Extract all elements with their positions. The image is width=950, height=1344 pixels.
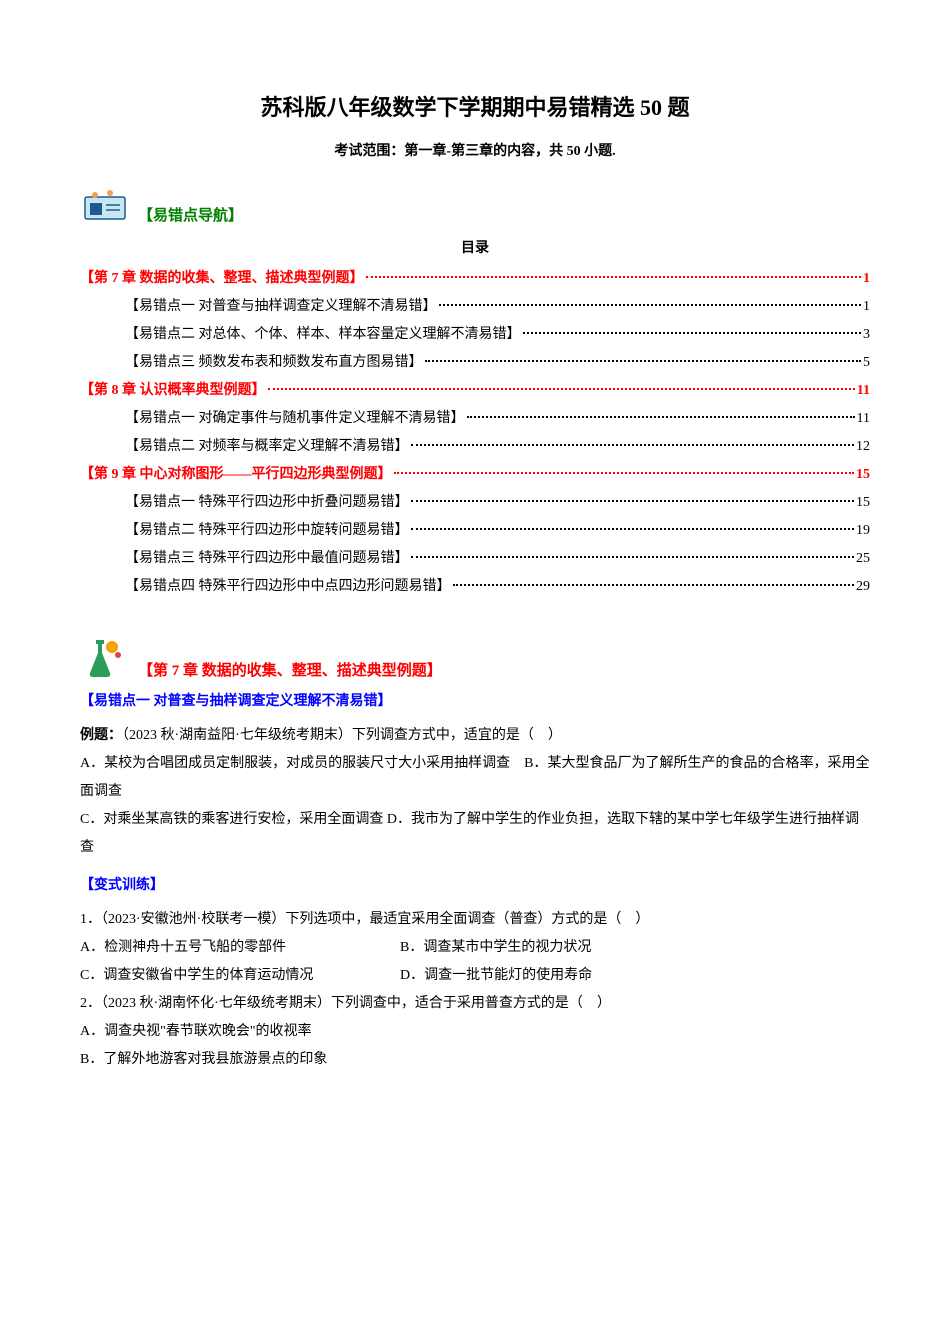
example-options-ab: A．某校为合唱团成员定制服装，对成员的服装尺寸大小采用抽样调查 B．某大型食品厂… [80,750,870,806]
subtitle: 考试范围：第一章-第三章的内容，共 50 小题. [80,140,870,160]
section-header: 【第 7 章 数据的收集、整理、描述典型例题】 [80,635,870,680]
toc-dots [394,472,855,474]
q1-source: （2023·安徽池州·校联考一模）下列选项中，最适宜采用全面调查（普查）方式的是… [101,912,649,927]
toc-entry: 【第 7 章 数据的收集、整理、描述典型例题】 1 [80,267,870,287]
toc-text: 【易错点二 特殊平行四边形中旋转问题易错】 [125,519,409,539]
flask-icon [80,635,130,680]
toc-text: 【易错点一 特殊平行四边形中折叠问题易错】 [125,491,409,511]
toc-dots [439,304,862,306]
toc-page: 1 [863,271,870,287]
q2-source: （2023 秋·湖南怀化·七年级统考期末）下列调查中，适合于采用普查方式的是（ … [101,996,611,1011]
toc-dots [523,332,862,334]
toc-text: 【易错点二 对总体、个体、样本、样本容量定义理解不清易错】 [125,323,521,343]
q2-option-a: A．调查央视"春节联欢晚会"的收视率 [80,1018,870,1046]
toc-dots [425,360,862,362]
toc-entry: 【易错点三 频数发布表和频数发布直方图易错】 5 [125,351,870,371]
subsection-header: 【易错点一 对普查与抽样调查定义理解不清易错】 [80,690,870,710]
nav-label: 【易错点导航】 [138,204,243,225]
toc-dots [467,416,855,418]
toc-entry: 【第 8 章 认识概率典型例题】 11 [80,379,870,399]
toc-text: 【易错点三 特殊平行四边形中最值问题易错】 [125,547,409,567]
q2-num: 2． [80,996,101,1011]
q1-options-ab: A．检测神舟十五号飞船的零部件B．调查某市中学生的视力状况 [80,934,870,962]
toc-entry: 【易错点二 对总体、个体、样本、样本容量定义理解不清易错】 3 [125,323,870,343]
option-a-text: 某校为合唱团成员定制服装，对成员的服装尺寸大小采用抽样调查 [104,756,510,771]
toc-dots [453,584,855,586]
section-label: 【第 7 章 数据的收集、整理、描述典型例题】 [138,659,442,680]
option-d-prefix: D． [387,812,411,827]
toc-text: 【第 7 章 数据的收集、整理、描述典型例题】 [80,267,364,287]
toc-entry: 【易错点一 对普查与抽样调查定义理解不清易错】 1 [125,295,870,315]
option-a-prefix: A． [80,756,104,771]
toc-page: 29 [856,579,870,595]
toc-dots [411,444,855,446]
q1-option-a: A．检测神舟十五号飞船的零部件 [80,934,400,962]
toc-text: 【易错点一 对确定事件与随机事件定义理解不清易错】 [125,407,465,427]
option-c-prefix: C． [80,812,103,827]
toc-entry: 【易错点二 对频率与概率定义理解不清易错】 12 [125,435,870,455]
toc-page: 5 [863,355,870,371]
q1-text: 1．（2023·安徽池州·校联考一模）下列选项中，最适宜采用全面调查（普查）方式… [80,906,870,934]
toc-container: 【第 7 章 数据的收集、整理、描述典型例题】 1【易错点一 对普查与抽样调查定… [80,267,870,595]
toc-entry: 【易错点二 特殊平行四边形中旋转问题易错】 19 [125,519,870,539]
toc-page: 19 [856,523,870,539]
option-c-text: 对乘坐某高铁的乘客进行安检，采用全面调查 [103,812,383,827]
toc-entry: 【第 9 章 中心对称图形——平行四边形典型例题】 15 [80,463,870,483]
toc-dots [268,388,855,390]
nav-icon [80,185,130,225]
example-source: （2023 秋·湖南益阳·七年级统考期末）下列调查方式中，适宜的是（ ） [122,728,562,743]
toc-entry: 【易错点三 特殊平行四边形中最值问题易错】 25 [125,547,870,567]
example-prefix: 例题： [80,728,122,743]
q1-options-cd: C．调查安徽省中学生的体育运动情况D．调查一批节能灯的使用寿命 [80,962,870,990]
q1-option-b: B．调查某市中学生的视力状况 [400,940,591,955]
toc-text: 【易错点三 频数发布表和频数发布直方图易错】 [125,351,423,371]
toc-entry: 【易错点四 特殊平行四边形中中点四边形问题易错】 29 [125,575,870,595]
toc-text: 【第 8 章 认识概率典型例题】 [80,379,266,399]
toc-text: 【易错点一 对普查与抽样调查定义理解不清易错】 [125,295,437,315]
toc-text: 【第 9 章 中心对称图形——平行四边形典型例题】 [80,463,392,483]
toc-text: 【易错点四 特殊平行四边形中中点四边形问题易错】 [125,575,451,595]
toc-dots [366,276,862,278]
toc-page: 11 [857,383,870,399]
option-b-prefix: B． [524,756,547,771]
q1-option-d: D．调查一批节能灯的使用寿命 [400,968,592,983]
toc-page: 15 [856,467,870,483]
toc-entry: 【易错点一 特殊平行四边形中折叠问题易错】 15 [125,491,870,511]
toc-page: 25 [856,551,870,567]
toc-dots [411,500,855,502]
example-text: 例题：（2023 秋·湖南益阳·七年级统考期末）下列调查方式中，适宜的是（ ） [80,722,870,750]
toc-page: 12 [856,439,870,455]
toc-page: 11 [857,411,870,427]
toc-page: 15 [856,495,870,511]
page-title: 苏科版八年级数学下学期期中易错精选 50 题 [80,90,870,122]
nav-section: 【易错点导航】 [80,185,870,225]
toc-page: 3 [863,327,870,343]
variant-header: 【变式训练】 [80,874,870,894]
toc-text: 【易错点二 对频率与概率定义理解不清易错】 [125,435,409,455]
toc-title: 目录 [80,237,870,257]
q1-option-c: C．调查安徽省中学生的体育运动情况 [80,962,400,990]
toc-entry: 【易错点一 对确定事件与随机事件定义理解不清易错】 11 [125,407,870,427]
q2-text: 2．（2023 秋·湖南怀化·七年级统考期末）下列调查中，适合于采用普查方式的是… [80,990,870,1018]
toc-page: 1 [863,299,870,315]
toc-dots [411,556,855,558]
q2-option-b: B．了解外地游客对我县旅游景点的印象 [80,1046,870,1074]
q1-num: 1． [80,912,101,927]
example-options-cd: C．对乘坐某高铁的乘客进行安检，采用全面调查 D．我市为了解中学生的作业负担，选… [80,806,870,862]
toc-dots [411,528,855,530]
